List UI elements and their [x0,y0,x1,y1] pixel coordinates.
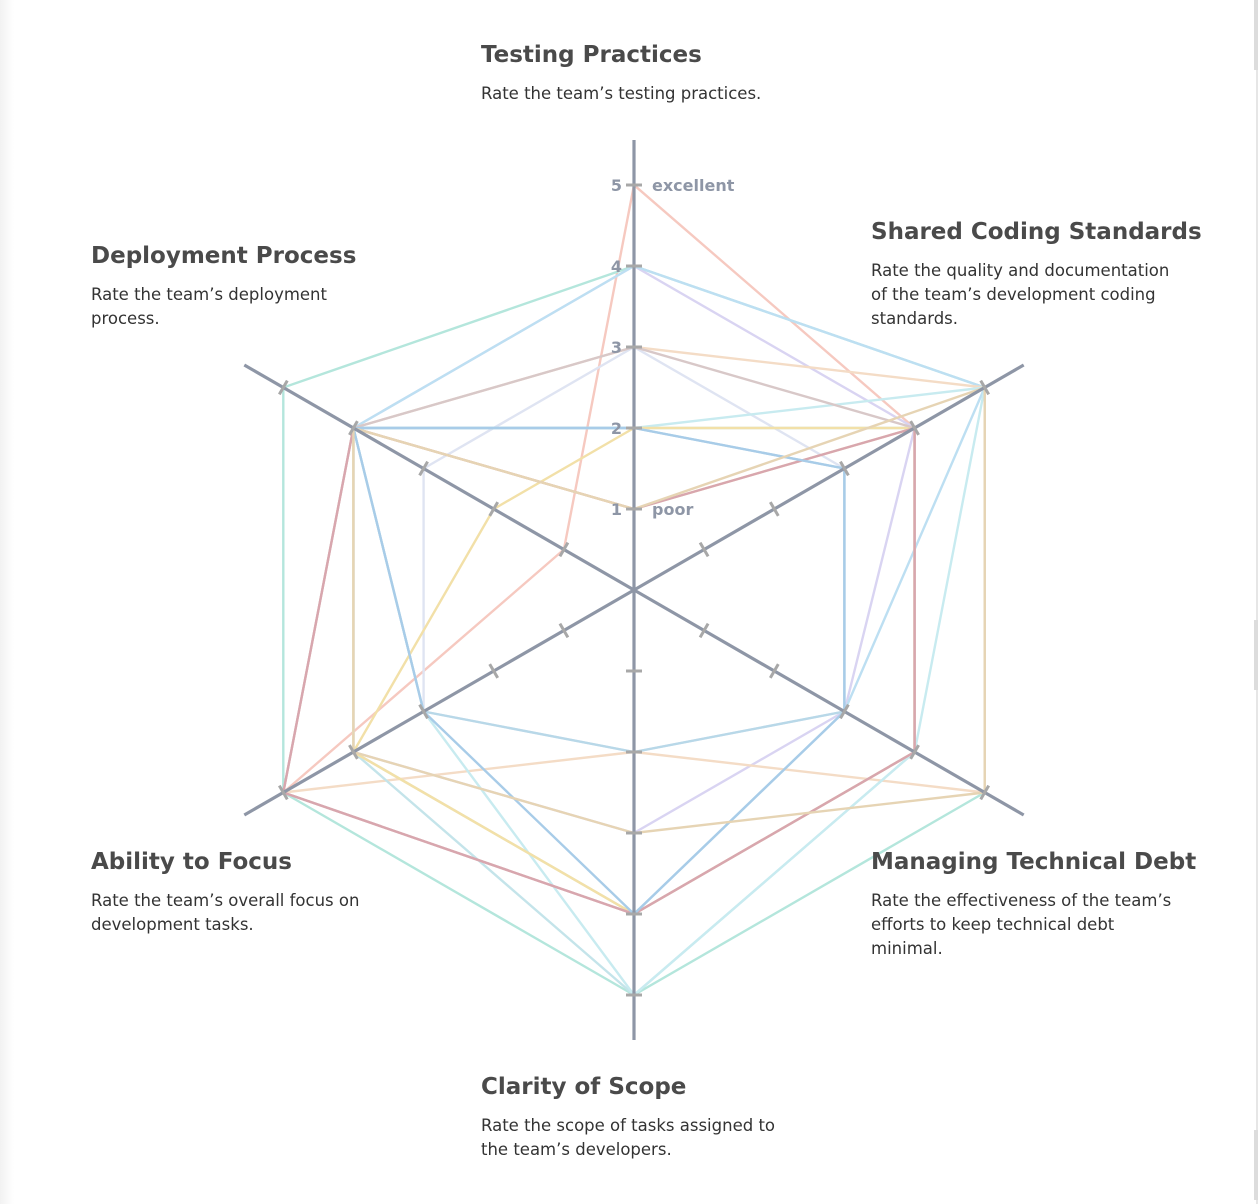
axis-line-2 [634,365,1024,590]
series-10-outline [353,428,844,752]
scale-number-4: 4 [611,257,622,276]
series-13-outline [283,428,914,914]
dimension-shared-coding-standards: Shared Coding Standards Rate the quality… [871,219,1183,331]
dimension-description: Rate the scope of tasks assigned to the … [481,1114,793,1162]
dimension-title: Ability to Focus [91,849,391,875]
dimension-managing-technical-debt: Managing Technical Debt Rate the effecti… [871,849,1183,961]
scale-number-3: 3 [611,338,622,357]
dimension-ability-to-focus: Ability to Focus Rate the team’s overall… [91,849,391,937]
dimension-title: Shared Coding Standards [871,219,1183,245]
dimension-description: Rate the team’s deployment process. [91,283,341,331]
dimension-title: Deployment Process [91,243,341,269]
axis-line-3 [634,590,1024,815]
dimension-description: Rate the effectiveness of the team’s eff… [871,889,1183,961]
scale-label-poor: poor [652,500,693,519]
scale-number-2: 2 [611,419,622,438]
series-12-outline [283,347,914,914]
dimension-deployment-process: Deployment Process Rate the team’s deplo… [91,243,341,331]
scale-number-5: 5 [611,176,622,195]
scale-number-1: 1 [611,500,622,519]
axis-line-5 [244,590,634,815]
dimension-description: Rate the team’s overall focus on develop… [91,889,391,937]
dimension-clarity-of-scope: Clarity of Scope Rate the scope of tasks… [481,1074,793,1162]
dimension-testing-practices: Testing Practices Rate the team’s testin… [481,42,841,106]
dimension-description: Rate the quality and documentation of th… [871,259,1183,331]
dimension-description: Rate the team’s testing practices. [481,82,841,106]
dimension-title: Clarity of Scope [481,1074,793,1100]
axis-line-6 [244,365,634,590]
dimension-title: Testing Practices [481,42,841,68]
series-1-outline [283,185,914,914]
scale-label-excellent: excellent [652,176,735,195]
dimension-title: Managing Technical Debt [871,849,1183,875]
